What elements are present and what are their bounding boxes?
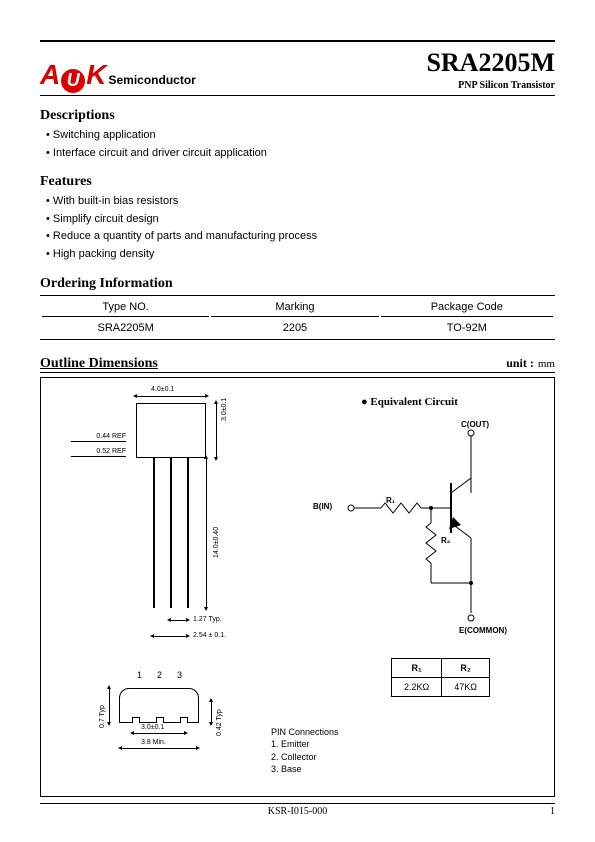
feature-item: Reduce a quantity of parts and manufactu…	[46, 228, 555, 246]
dim-ref2: 0.52 REF	[71, 448, 126, 457]
descriptions-heading: Descriptions	[40, 108, 555, 124]
dim-arrow-bw	[133, 733, 185, 734]
dim-arrow-leadlen	[206, 458, 207, 608]
dim-bw: 3.0±0.1	[141, 724, 164, 731]
notch-3	[180, 717, 188, 723]
pin-connections: PIN Connections 1. Emitter 2. Collector …	[271, 726, 339, 776]
equiv-r2-label: R₂	[441, 536, 450, 545]
resistor-table: R₁ R₂ 2.2KΩ 47KΩ	[391, 658, 490, 697]
dim-arrow-width	[136, 396, 206, 397]
equiv-circuit-title: ● Equivalent Circuit	[361, 396, 458, 408]
part-number: SRA2205M	[426, 48, 555, 78]
dim-arrow-bh2	[211, 701, 212, 723]
footer: KSR-I015-000 1	[40, 803, 555, 817]
pin-num-3: 3	[177, 670, 182, 680]
feature-item: High packing density	[46, 246, 555, 264]
ordering-col: Package Code	[381, 298, 553, 317]
dim-pitch1: 1.27 Typ.	[193, 616, 222, 623]
unit-label: unit :	[506, 356, 534, 370]
dim-arrow-height	[216, 403, 217, 458]
res-value-row: 2.2KΩ 47KΩ	[392, 677, 490, 696]
dim-arrow-bmin	[121, 748, 197, 749]
dim-pitch2: 2.54 ± 0.1.	[193, 632, 226, 639]
dim-arrow-pitch1	[170, 620, 187, 621]
logo-k: K	[86, 59, 106, 91]
lead-1	[153, 458, 155, 608]
ordering-header-row: Type NO. Marking Package Code	[42, 298, 553, 317]
pin-conn-1: 1. Emitter	[271, 738, 339, 751]
lead-2	[170, 458, 172, 608]
outline-diagram: 4.0±0.1 3.0±0.1 0.44 REF 0.52 REF 14.0±0…	[40, 377, 555, 797]
dim-height: 3.0±0.1	[221, 397, 228, 420]
part-block: SRA2205M PNP Silicon Transistor	[426, 48, 555, 91]
res-h1: R₁	[392, 658, 442, 677]
equiv-b-label: B(IN)	[313, 502, 332, 511]
res-h2: R₂	[442, 658, 490, 677]
logo: A U K Semiconductor	[40, 59, 196, 91]
package-bottom-view	[119, 688, 199, 723]
ordering-data-row: SRA2205M 2205 TO-92M	[42, 319, 553, 337]
dim-ref1: 0.44 REF	[71, 433, 126, 442]
notch-2	[156, 717, 164, 723]
dim-width: 4.0±0.1	[151, 386, 174, 393]
part-subtitle: PNP Silicon Transistor	[426, 80, 555, 91]
equiv-e-label: E(COMMON)	[459, 626, 507, 635]
equiv-r1-label: R₁	[386, 496, 395, 505]
features-list: With built-in bias resistors Simplify ci…	[40, 193, 555, 263]
ordering-col: Type NO.	[42, 298, 209, 317]
lead-3	[187, 458, 189, 608]
pin-num-2: 2	[157, 670, 162, 680]
ordering-cell: 2205	[211, 319, 378, 337]
logo-a: A	[40, 59, 60, 91]
feature-item: With built-in bias resistors	[46, 193, 555, 211]
top-rule	[40, 40, 555, 42]
res-header-row: R₁ R₂	[392, 658, 490, 677]
ordering-heading: Ordering Information	[40, 276, 555, 292]
package-front-view	[136, 403, 206, 458]
features-heading: Features	[40, 174, 555, 190]
ordering-cell: TO-92M	[381, 319, 553, 337]
pin-conn-3: 3. Base	[271, 763, 339, 776]
dim-leadlen: 14.0±0.40	[213, 526, 220, 557]
ordering-table: Type NO. Marking Package Code SRA2205M 2…	[40, 295, 555, 340]
unit-value: mm	[538, 358, 555, 370]
ordering-cell: SRA2205M	[42, 319, 209, 337]
unit-block: unit : mm	[506, 354, 555, 372]
logo-subtext: Semiconductor	[108, 73, 195, 87]
pin-num-1: 1	[137, 670, 142, 680]
feature-item: Simplify circuit design	[46, 211, 555, 229]
footer-code: KSR-I015-000	[268, 806, 327, 817]
res-v1: 2.2KΩ	[392, 677, 442, 696]
desc-item: Interface circuit and driver circuit app…	[46, 145, 555, 163]
outline-heading-row: Outline Dimensions unit : mm	[40, 354, 555, 373]
equiv-circuit-svg	[336, 418, 536, 638]
dim-bh2: 0.42 Typ	[216, 709, 223, 736]
dim-bmin: 3.8 Min.	[141, 739, 166, 746]
dim-arrow-pitch2	[153, 636, 187, 637]
descriptions-list: Switching application Interface circuit …	[40, 127, 555, 162]
res-v2: 47KΩ	[442, 677, 490, 696]
outline-heading: Outline Dimensions	[40, 356, 158, 372]
desc-item: Switching application	[46, 127, 555, 145]
dim-arrow-bh1	[109, 688, 110, 723]
equiv-c-label: C(OUT)	[461, 420, 489, 429]
pin-conn-2: 2. Collector	[271, 751, 339, 764]
header-underline	[40, 95, 555, 96]
footer-page: 1	[550, 806, 555, 817]
dim-bh1: 0.7 Typ	[99, 705, 106, 728]
header-row: A U K Semiconductor SRA2205M PNP Silicon…	[40, 48, 555, 91]
notch-1	[132, 717, 140, 723]
ordering-col: Marking	[211, 298, 378, 317]
pin-conn-title: PIN Connections	[271, 726, 339, 739]
logo-u-circle: U	[61, 69, 85, 93]
